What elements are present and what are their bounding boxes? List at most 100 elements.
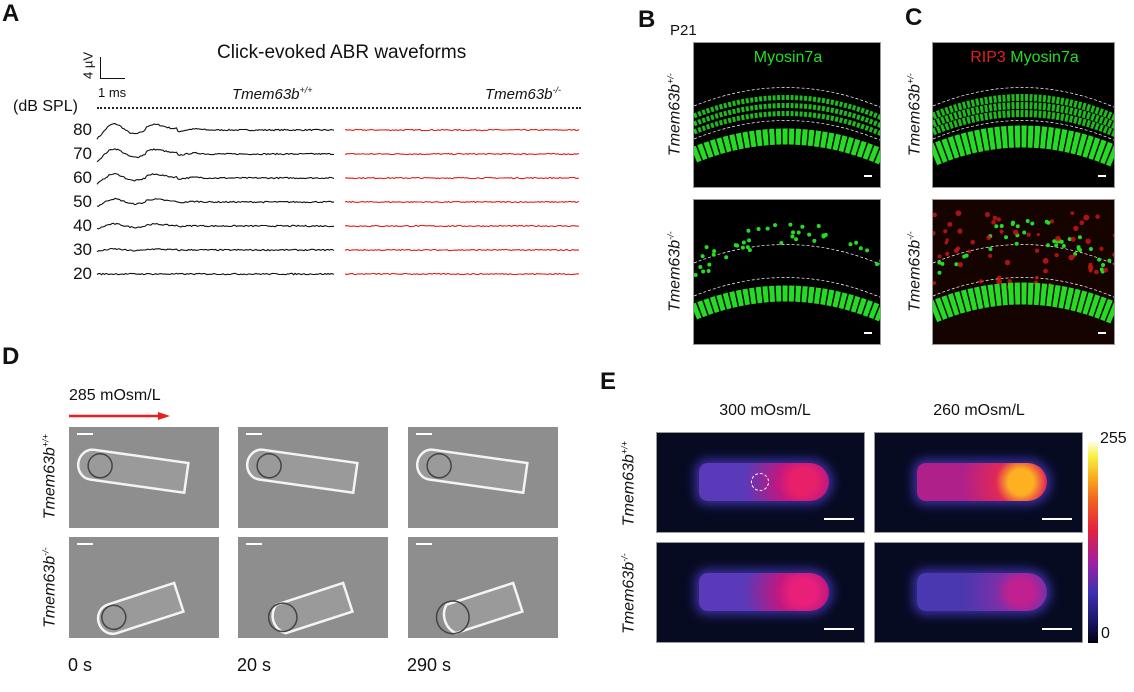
cell-signal <box>917 463 1047 501</box>
hair-cell <box>875 262 880 267</box>
hair-cell <box>1097 257 1102 262</box>
rip3-signal <box>1054 253 1059 258</box>
rip3-signal <box>957 261 963 268</box>
hair-cell-outline <box>415 448 529 495</box>
hair-cell <box>807 232 812 237</box>
rip3-signal <box>1007 279 1012 284</box>
abr-traces <box>96 122 580 276</box>
rip3-signal <box>1103 267 1108 273</box>
hair-cell <box>712 249 717 254</box>
rip3-signal <box>1112 252 1114 257</box>
time-label: 20 s <box>237 655 272 675</box>
genotype-base: Tmem63b <box>666 239 684 312</box>
level-label: 60 <box>73 168 92 187</box>
boundary-line <box>933 120 1114 141</box>
scale-bar <box>1098 175 1106 177</box>
hair-cell <box>773 223 778 228</box>
hair-cell <box>745 245 750 250</box>
e-row-label-2: Tmem63b-/- <box>619 539 638 649</box>
nucleus <box>267 602 298 633</box>
rip3-signal <box>988 253 993 258</box>
hair-cell <box>1054 243 1059 248</box>
stain-label: RIP3 Myosin7a <box>933 49 1114 67</box>
hair-cell-outline <box>271 581 354 635</box>
hair-cell <box>994 224 999 229</box>
genotype-base: Tmem63b <box>485 86 553 103</box>
hair-cell <box>1099 267 1104 272</box>
fluorescence-image <box>874 432 1083 533</box>
scale-bar <box>100 57 125 79</box>
genotype-sup: +/- <box>665 73 676 85</box>
genotype-sup: -/- <box>552 85 562 95</box>
cell-image <box>408 537 558 638</box>
hair-cell <box>1076 246 1081 251</box>
hair-cell <box>1025 218 1030 223</box>
scale-bar <box>77 433 93 435</box>
genotype-ko-label: Tmem63b-/- <box>485 85 561 103</box>
rip3-signal <box>947 221 953 227</box>
hair-cell <box>1045 243 1050 248</box>
c-row-label-1: Tmem63b+/- <box>905 60 924 170</box>
cell-image <box>69 537 219 638</box>
rip3-signal <box>955 210 962 217</box>
trace-ko <box>344 176 580 180</box>
nucleus <box>87 453 113 479</box>
genotype-wt-label: Tmem63b+/+ <box>232 85 313 103</box>
scale-bar <box>416 433 432 435</box>
hair-cell <box>704 245 709 250</box>
rip3-signal <box>1112 233 1114 237</box>
hair-cell <box>747 238 752 243</box>
outer-hair-cell-row <box>694 111 880 136</box>
hair-cell <box>879 259 880 263</box>
hair-cell <box>788 222 793 227</box>
hair-cell <box>865 248 870 253</box>
genotype-base: Tmem63b <box>620 454 638 527</box>
rip3-signal <box>957 228 963 234</box>
inner-hair-cell-row <box>933 282 1114 325</box>
scale-bar <box>246 433 262 435</box>
trace-wt <box>96 172 335 185</box>
rip3-signal <box>984 211 991 218</box>
c-image-bottom <box>932 199 1115 345</box>
hair-cell <box>711 252 716 257</box>
rip3-signal <box>1004 259 1011 266</box>
panel-a-title: Click-evoked ABR waveforms <box>217 42 467 63</box>
scale-bar <box>246 543 262 545</box>
hair-cell <box>707 262 712 267</box>
stain-label: Myosin7a <box>753 49 823 66</box>
hair-cell <box>706 268 711 273</box>
rip3-signal <box>991 219 996 225</box>
cell-image <box>69 427 219 528</box>
hair-cell <box>1010 221 1015 226</box>
level-label: 70 <box>73 144 92 163</box>
trace-ko <box>344 152 580 156</box>
trace-wt <box>96 247 335 253</box>
genotype-sup: +/- <box>905 73 916 85</box>
hair-cell <box>698 264 703 269</box>
rip3-signal <box>1079 220 1085 226</box>
b-image-bottom <box>693 199 881 345</box>
rip3-signal <box>970 240 975 245</box>
rip3-signal <box>997 275 1002 280</box>
outer-hair-cell-row <box>694 95 880 120</box>
hair-cell <box>1022 230 1027 235</box>
panel-e-letter: E <box>600 368 617 395</box>
b-image-top: Myosin7a <box>693 42 881 188</box>
hair-cell <box>937 260 942 265</box>
rip3-signal <box>1070 236 1076 242</box>
genotype-sup: -/- <box>905 231 916 240</box>
hair-cell <box>794 237 799 242</box>
rip3-signal <box>1026 232 1031 237</box>
rip3-signal <box>1068 254 1075 261</box>
genotype-sup: -/- <box>665 231 676 240</box>
outer-hair-cell-row <box>933 102 1114 129</box>
hair-cell <box>1052 239 1057 244</box>
hair-cell <box>779 241 784 246</box>
nucleus <box>435 600 470 635</box>
e-column-header: 300 mOsm/L <box>719 402 811 419</box>
hair-cell <box>1015 224 1020 229</box>
hair-cell-outline <box>96 581 185 635</box>
hair-cell <box>740 245 745 250</box>
genotype-base: Tmem63b <box>41 555 59 628</box>
inner-hair-cell-row <box>694 128 880 165</box>
